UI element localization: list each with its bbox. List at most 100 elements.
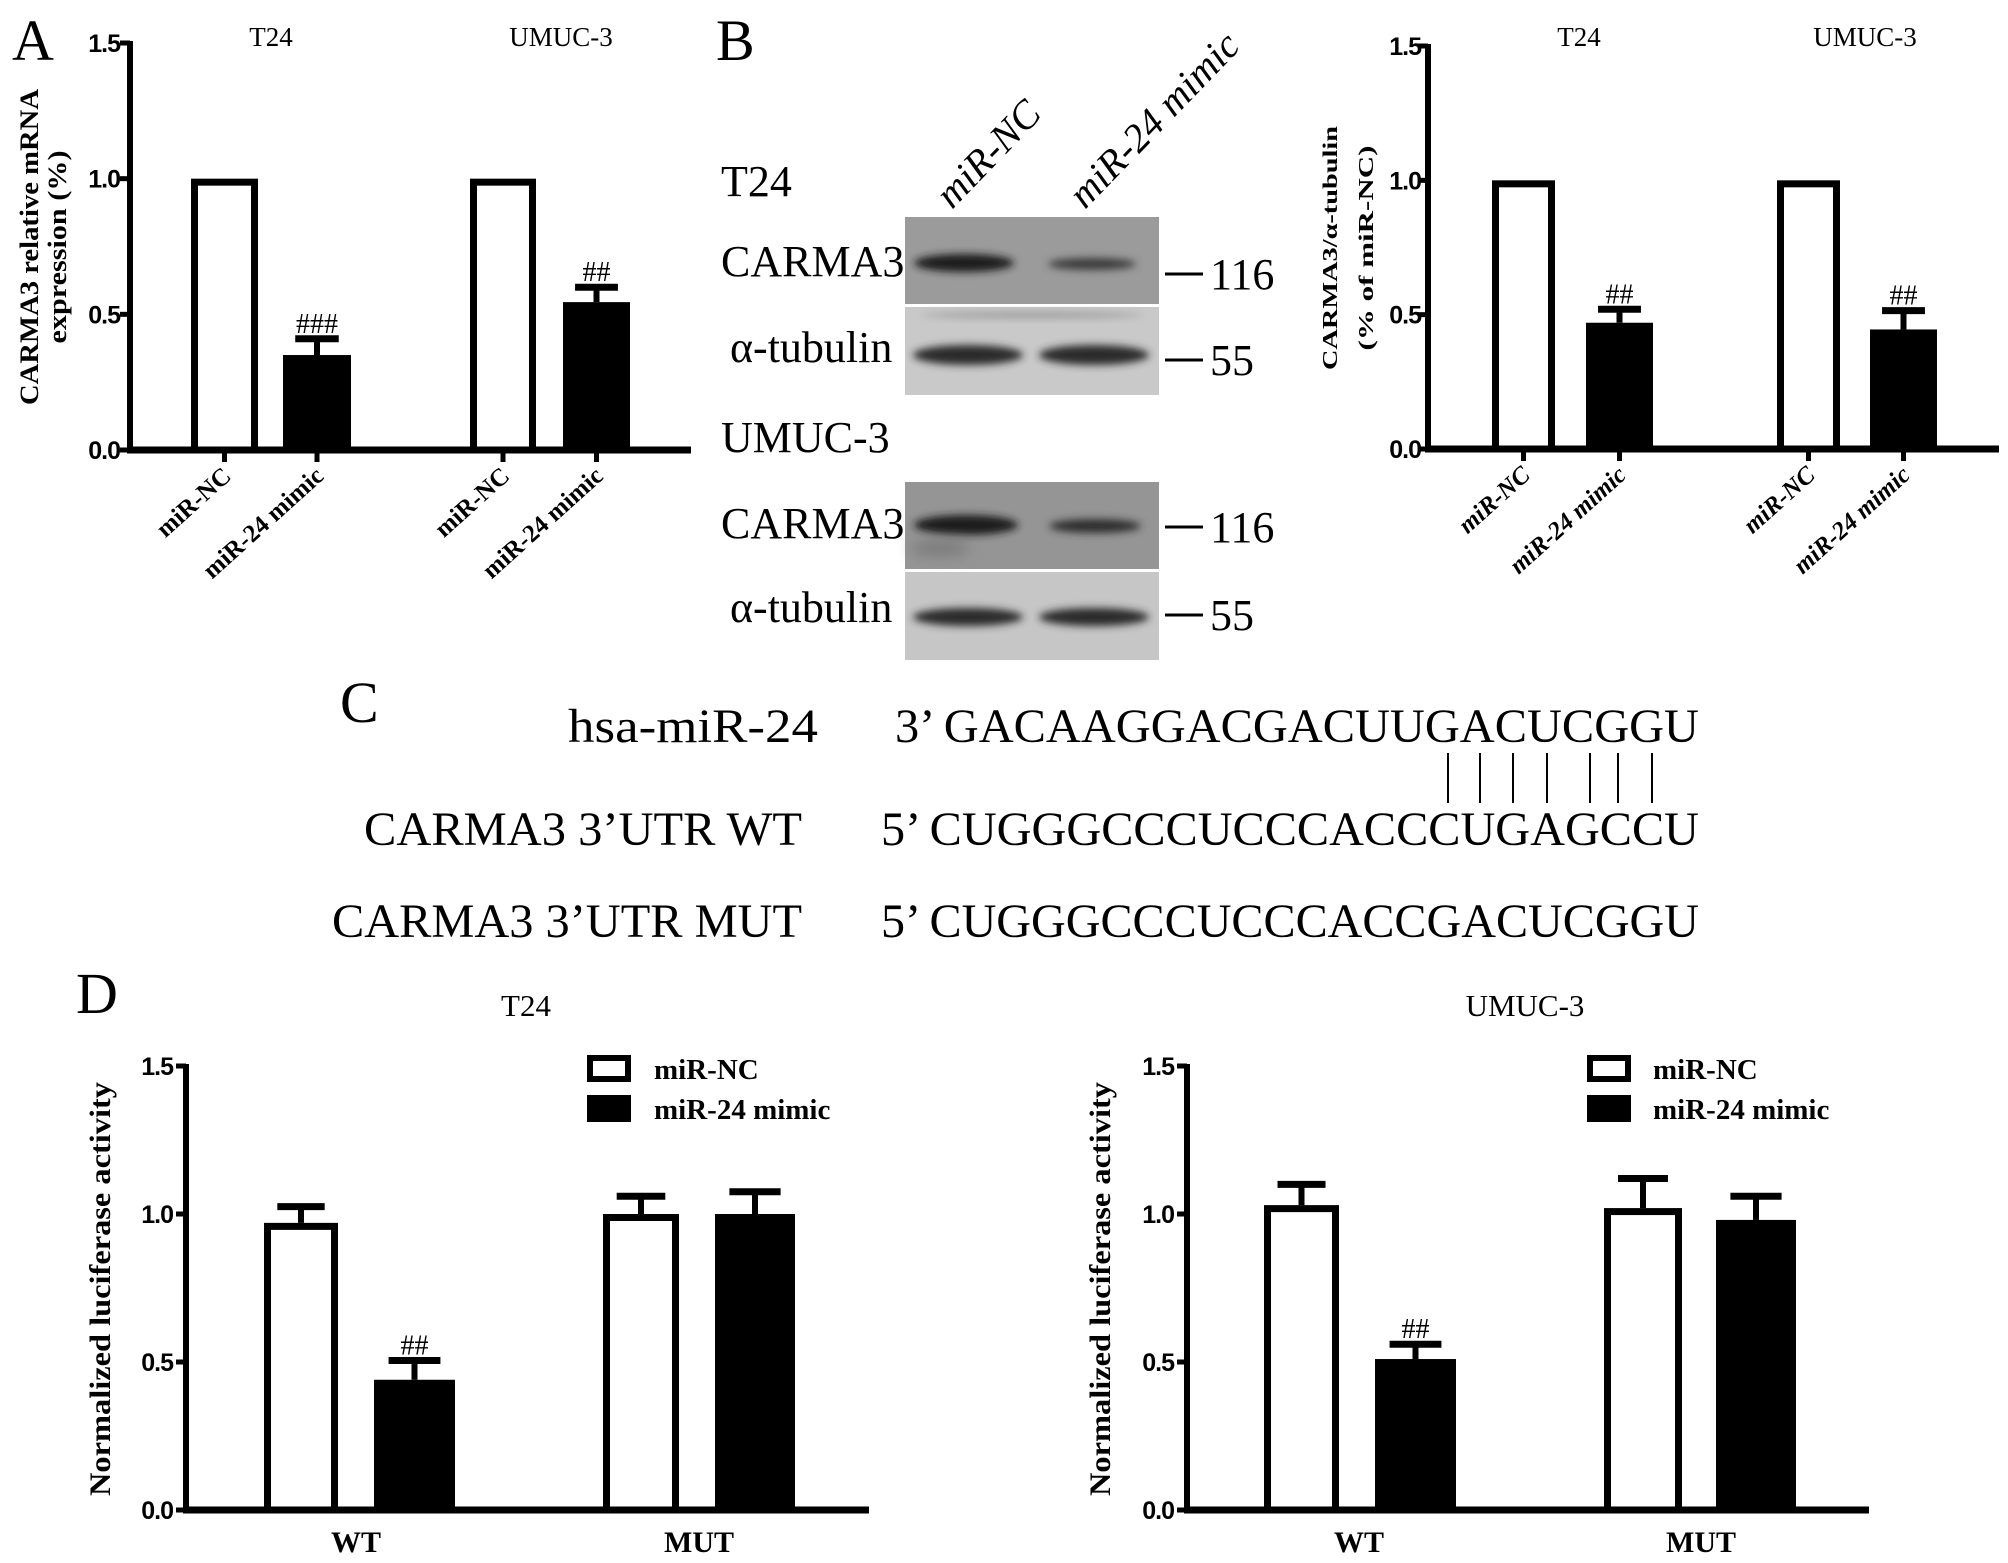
blot-cell-line-umuc3: UMUC-3	[721, 413, 890, 462]
protein-band	[1039, 345, 1149, 365]
legend-swatch	[1587, 1095, 1631, 1122]
legend-swatch	[587, 1055, 631, 1082]
x-tick-label: miR-NC	[151, 462, 236, 542]
x-tick-label: miR-NC	[1453, 461, 1535, 539]
marker-55: 55	[1210, 591, 1254, 640]
y-tick-label: 1.0	[88, 166, 120, 194]
panel-letter-a: A	[12, 8, 54, 73]
significance-marker: ##	[1402, 1314, 1430, 1345]
y-tick-label: 1.5	[141, 1053, 174, 1081]
bar-mir-nc	[191, 178, 258, 454]
western-blot-panel: miR-NC miR-24 mimic T24 CARMA3 α-tubulin…	[721, 23, 1274, 660]
bar-mir-nc	[1604, 1208, 1682, 1514]
x-tick-label: miR-NC	[430, 462, 515, 542]
y-axis-label: Normalized luciferase activity	[84, 1082, 117, 1496]
y-axis-label: expression (%)	[43, 151, 72, 344]
seq-mir24: 3’ GACAAGGACGACUUGACUCGGU	[895, 700, 1699, 753]
y-tick-label: 1.5	[1142, 1053, 1175, 1081]
y-axis-label: (% of miR-NC)	[1354, 145, 1378, 350]
marker-116: 116	[1210, 503, 1274, 552]
seq-mut: 5’ CUGGGCCCUCCCACCGACUCGGU	[881, 895, 1699, 948]
protein-band	[1049, 519, 1141, 533]
y-axis-label: CARMA3 relative mRNA	[15, 89, 44, 405]
protein-band	[1048, 258, 1136, 270]
x-category-label: WT	[1334, 1526, 1384, 1559]
bar-mir-24-mimic	[715, 1214, 795, 1510]
blot-label-tubulin: α-tubulin	[730, 323, 892, 372]
significance-marker: ###	[296, 309, 338, 340]
y-tick-label: 1.5	[1389, 33, 1422, 61]
chart-panel-d-3: 0.0 0.5 1.0 1.5 ## UMUC-3 Normalized luciferas…	[1084, 988, 1869, 1559]
panel-letter-b: B	[716, 8, 755, 73]
seq-label-mut: CARMA3 3’UTR MUT	[332, 895, 802, 948]
group-title: UMUC-3	[509, 22, 613, 52]
bar-mir-24-mimic	[1870, 329, 1937, 449]
bar-mir-nc	[603, 1214, 679, 1514]
bar-mir-nc	[1777, 180, 1840, 453]
protein-band	[914, 515, 1018, 535]
y-tick-label: 0.5	[1142, 1349, 1175, 1377]
protein-band	[914, 254, 1014, 272]
group-title: T24	[1557, 22, 1601, 52]
bar-mir-nc	[470, 178, 536, 454]
legend-label: miR-24 mimic	[1653, 1094, 1829, 1126]
x-category-label: MUT	[664, 1526, 734, 1559]
sequence-alignment: hsa-miR-24 3’ GACAAGGACGACUUGACUCGGU CAR…	[332, 700, 1699, 948]
significance-marker: ##	[1606, 279, 1634, 310]
protein-band	[913, 345, 1023, 365]
bar-mir-nc	[264, 1222, 338, 1514]
blot-cell-line-t24: T24	[721, 157, 792, 206]
seq-label-wt: CARMA3 3’UTR WT	[364, 803, 802, 856]
y-tick-label: 1.5	[88, 30, 121, 58]
protein-band	[1039, 608, 1149, 626]
legend-swatch	[587, 1095, 631, 1122]
y-tick-label: 1.0	[1389, 167, 1421, 195]
x-category-label: MUT	[1666, 1526, 1736, 1559]
y-tick-label: 1.0	[141, 1201, 173, 1229]
y-tick-label: 0.5	[88, 301, 121, 329]
blot-label-carma3: CARMA3	[721, 237, 904, 286]
legend-label: miR-NC	[1653, 1054, 1758, 1086]
y-axis-label: CARMA3/α-tubulin	[1318, 126, 1342, 370]
chart-title: T24	[501, 988, 551, 1023]
faint-band	[910, 540, 970, 556]
bar-mir-24-mimic	[283, 355, 351, 450]
x-tick-label: miR-NC	[1738, 461, 1820, 539]
chart-title: UMUC-3	[1466, 988, 1585, 1023]
significance-marker: ##	[583, 257, 611, 288]
bar-mir-24-mimic	[1586, 322, 1653, 449]
blot-umuc3-carma3	[905, 482, 1159, 569]
base-pairing-lines	[1447, 753, 1653, 803]
bar-mir-nc	[1492, 180, 1555, 453]
marker-116: 116	[1210, 250, 1274, 299]
bar-mir-24-mimic	[1716, 1219, 1796, 1510]
y-axis-label: Normalized luciferase activity	[1084, 1082, 1117, 1496]
lane-label-mir-24-mimic: miR-24 mimic	[1059, 23, 1248, 217]
faint-band	[922, 312, 1142, 318]
chart-panel-d-2: 0.0 0.5 1.0 1.5 ## T24 Normalized luciferase a…	[84, 988, 869, 1559]
y-tick-label: 0.5	[1389, 302, 1422, 330]
legend-label: miR-24 mimic	[654, 1094, 830, 1126]
significance-marker: ##	[1890, 281, 1918, 312]
y-tick-label: 0.0	[1389, 436, 1421, 464]
blot-t24-carma3	[905, 217, 1159, 304]
group-title: UMUC-3	[1813, 22, 1917, 52]
protein-band	[913, 608, 1023, 626]
marker-55: 55	[1210, 336, 1254, 385]
group-title: T24	[249, 22, 293, 52]
legend-swatch	[1587, 1055, 1631, 1082]
blot-label-tubulin: α-tubulin	[730, 583, 892, 632]
panel-letter-d: D	[76, 961, 118, 1026]
panel-letter-c: C	[340, 670, 379, 735]
blot-label-carma3: CARMA3	[721, 499, 904, 548]
y-tick-label: 0.0	[1142, 1497, 1174, 1525]
bar-mir-24-mimic	[1375, 1359, 1456, 1510]
bar-mir-24-mimic	[563, 302, 630, 450]
seq-label-mir24: hsa-miR-24	[568, 700, 818, 753]
legend-label: miR-NC	[654, 1054, 759, 1086]
x-category-label: WT	[331, 1526, 381, 1559]
